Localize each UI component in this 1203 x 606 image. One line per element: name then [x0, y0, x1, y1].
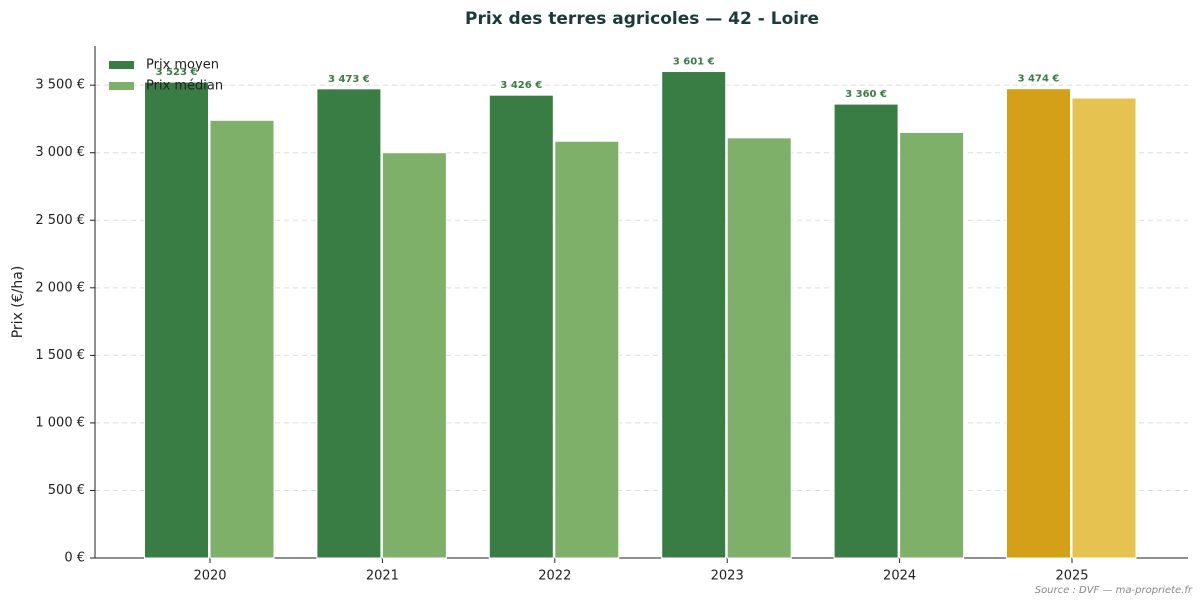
y-tick-label: 500 €: [48, 483, 85, 498]
bar: [1071, 97, 1137, 559]
data-label: 3 473 €: [328, 74, 370, 85]
x-tick-label: 2020: [193, 569, 226, 584]
bar: [381, 152, 447, 559]
bar: [726, 137, 792, 559]
source-note: Source : DVF — ma-propriete.fr: [1035, 585, 1193, 596]
y-tick-label: 1 500 €: [35, 348, 85, 363]
x-tick-label: 2024: [883, 569, 916, 584]
data-label: 3 523 €: [156, 67, 198, 78]
bar: [316, 88, 382, 559]
legend-label: Prix moyen: [146, 58, 219, 73]
y-tick-label: 0 €: [64, 551, 85, 566]
chart-title: Prix des terres agricoles — 42 - Loire: [465, 9, 819, 29]
data-label: 3 601 €: [673, 57, 715, 68]
bar: [209, 119, 275, 559]
y-axis-label: Prix (€/ha): [10, 266, 26, 339]
x-tick-label: 2023: [711, 569, 744, 584]
x-tick-label: 2022: [538, 569, 571, 584]
bar: [1006, 88, 1071, 559]
legend-swatch: [109, 61, 134, 69]
bar: [833, 103, 899, 559]
bar: [554, 140, 620, 559]
y-tick-label: 1 000 €: [35, 415, 85, 430]
bar: [488, 94, 554, 559]
data-label: 3 474 €: [1018, 74, 1060, 85]
y-tick-label: 3 500 €: [35, 78, 85, 93]
x-tick-label: 2021: [366, 569, 399, 584]
bar: [899, 131, 965, 559]
bar: [661, 71, 727, 559]
x-tick-label: 2025: [1055, 569, 1088, 584]
y-tick-label: 2 500 €: [35, 213, 85, 228]
bar: [144, 81, 209, 559]
y-tick-label: 2 000 €: [35, 280, 85, 295]
y-tick-label: 3 000 €: [35, 145, 85, 160]
data-label: 3 360 €: [845, 89, 887, 100]
data-label: 3 426 €: [500, 80, 542, 91]
legend-label: Prix médian: [146, 79, 223, 94]
legend-swatch: [109, 82, 134, 90]
